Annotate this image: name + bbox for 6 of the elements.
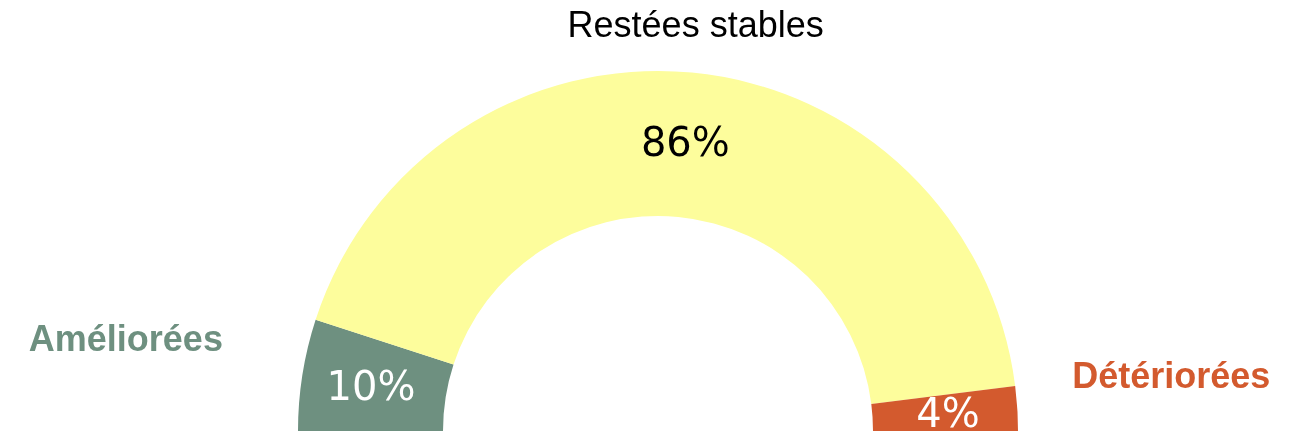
- data-label: 10%: [326, 362, 416, 409]
- slice-label: Détériorées: [1072, 355, 1271, 397]
- slice-label: Restées stables: [567, 4, 824, 46]
- data-label: 4%: [916, 389, 980, 431]
- data-label: 86%: [640, 118, 730, 165]
- slice-label: Améliorées: [28, 317, 223, 359]
